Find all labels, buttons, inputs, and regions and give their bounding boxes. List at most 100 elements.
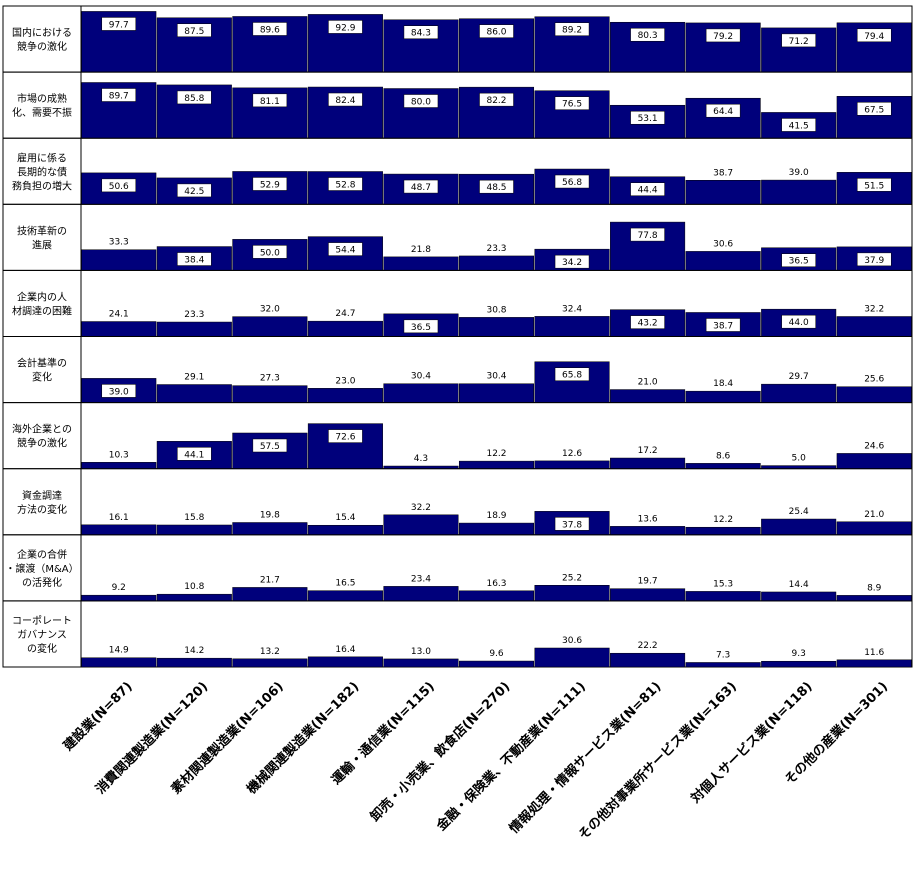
- value-label: 23.3: [486, 244, 506, 254]
- value-label: 51.5: [864, 181, 884, 191]
- value-label: 30.6: [562, 636, 582, 646]
- row-label: 化、需要不振: [12, 106, 72, 119]
- row-label: 企業の合併: [17, 548, 67, 561]
- value-label: 37.8: [562, 520, 582, 530]
- value-label: 71.2: [789, 37, 809, 47]
- bar: [836, 386, 912, 403]
- value-label: 10.3: [109, 450, 129, 460]
- value-label: 14.9: [109, 646, 129, 656]
- value-label-box: [101, 17, 137, 31]
- value-label-box: [403, 319, 439, 334]
- value-label: 9.6: [489, 649, 504, 659]
- value-label-box: [252, 245, 288, 259]
- bar: [156, 593, 232, 602]
- value-label: 7.3: [716, 650, 730, 660]
- value-label-box: [781, 118, 816, 132]
- value-label: 16.5: [335, 579, 355, 589]
- value-label: 50.6: [109, 182, 129, 192]
- bar: [458, 522, 535, 536]
- value-label: 32.2: [864, 305, 884, 315]
- value-label: 11.6: [864, 648, 884, 658]
- value-label: 16.3: [486, 579, 506, 589]
- bar: [232, 587, 308, 602]
- value-label: 21.7: [260, 575, 280, 585]
- bar: [761, 660, 837, 668]
- value-label: 79.2: [713, 32, 733, 42]
- category-label: 情報処理・情報サービス業(N=81): [506, 679, 664, 837]
- value-label-box: [328, 92, 363, 107]
- value-label: 81.1: [260, 97, 280, 107]
- value-label: 72.6: [335, 433, 355, 443]
- value-label-box: [403, 179, 439, 194]
- row-label: 競争の激化: [17, 40, 67, 53]
- value-label-box: [554, 96, 590, 110]
- value-label-box: [252, 438, 288, 453]
- value-label: 50.0: [260, 248, 280, 258]
- row-label: 長期的な債: [17, 165, 67, 178]
- bar: [534, 460, 610, 469]
- value-label: 36.5: [789, 257, 809, 267]
- bar: [81, 524, 157, 536]
- value-label: 52.8: [335, 181, 355, 191]
- bar: [232, 385, 308, 403]
- row-label: 進展: [32, 239, 52, 251]
- value-label: 42.5: [184, 187, 204, 197]
- bar: [458, 460, 535, 469]
- row-label: 海外企業との: [12, 423, 72, 436]
- value-label: 57.5: [260, 442, 280, 452]
- value-label: 53.1: [638, 114, 658, 124]
- bar: [836, 595, 912, 602]
- bar: [534, 647, 610, 668]
- value-label-box: [403, 94, 439, 108]
- value-label: 89.2: [562, 26, 582, 36]
- row-label: 方法の変化: [17, 503, 67, 516]
- bar: [836, 316, 912, 337]
- category-label: 対個人サービス業(N=118): [687, 679, 816, 808]
- value-label-box: [479, 24, 514, 38]
- bar: [383, 586, 459, 602]
- row-label: 市場の成熟: [17, 92, 67, 105]
- bar: [610, 457, 686, 469]
- bar: [458, 317, 535, 337]
- bar: [81, 657, 157, 668]
- bar: [383, 256, 459, 271]
- value-label-box: [554, 22, 590, 36]
- row-label: コーポレート: [12, 615, 72, 627]
- value-label: 16.1: [109, 513, 129, 523]
- bar: [458, 255, 535, 271]
- value-label: 38.4: [184, 256, 204, 266]
- value-label: 21.0: [638, 378, 658, 388]
- bar: [761, 518, 837, 536]
- value-label-box: [781, 33, 816, 48]
- value-label: 15.4: [335, 513, 355, 523]
- bar: [685, 463, 761, 469]
- value-label: 85.8: [184, 94, 204, 104]
- value-label: 9.3: [792, 649, 806, 659]
- value-label: 13.0: [411, 647, 431, 657]
- bar: [836, 521, 912, 536]
- value-label: 15.8: [184, 513, 204, 523]
- value-label-box: [781, 314, 816, 329]
- value-label: 14.2: [184, 646, 204, 656]
- value-label: 54.4: [335, 246, 355, 256]
- value-label: 24.1: [109, 310, 129, 320]
- value-label: 34.2: [562, 258, 582, 268]
- bar: [156, 321, 232, 337]
- value-label-box: [856, 102, 892, 116]
- category-label: 建設業(N=87): [60, 679, 135, 754]
- bar: [232, 316, 308, 337]
- bar: [685, 662, 761, 668]
- value-label-box: [630, 227, 665, 242]
- value-label-box: [177, 90, 212, 105]
- value-label-box: [781, 253, 816, 267]
- bar: [458, 590, 535, 602]
- value-label: 80.0: [411, 98, 431, 108]
- value-label: 18.9: [486, 511, 506, 521]
- value-label: 44.0: [789, 318, 809, 328]
- value-label-box: [554, 517, 590, 531]
- value-label: 24.7: [335, 309, 355, 319]
